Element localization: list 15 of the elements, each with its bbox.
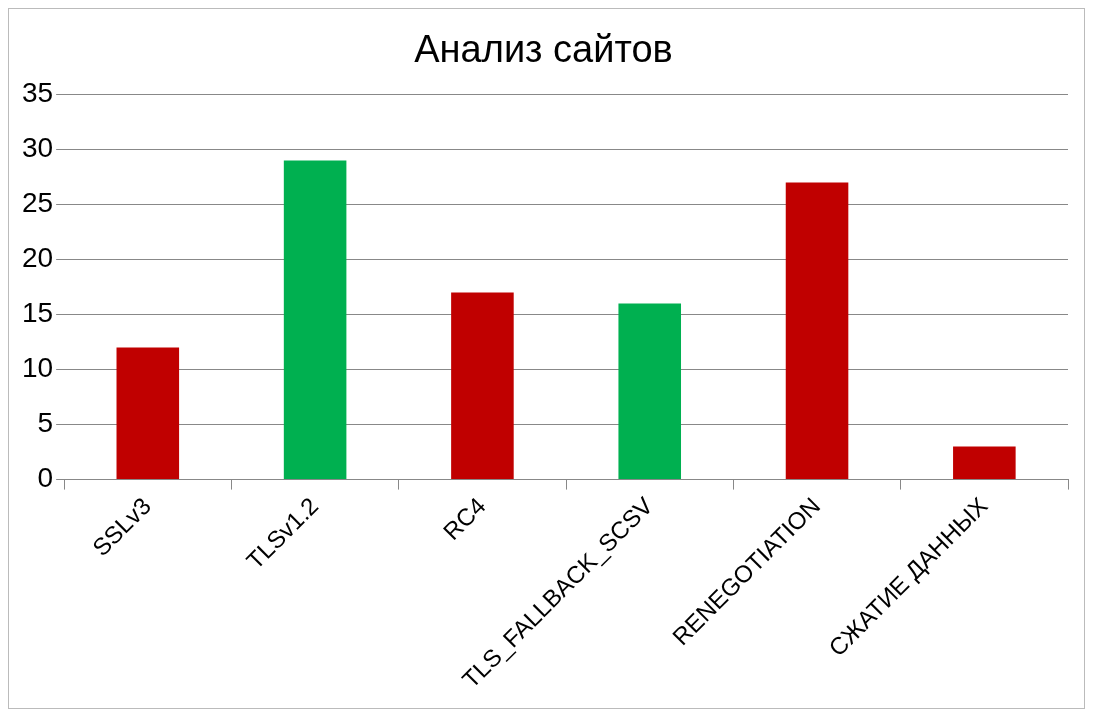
y-tick-label: 20	[21, 242, 54, 274]
y-tick-label: 35	[21, 77, 54, 109]
chart-title: Анализ сайтов	[414, 28, 673, 71]
y-tick-label: 5	[37, 407, 54, 439]
bar	[785, 182, 849, 480]
bar	[283, 160, 347, 480]
y-tick-label: 25	[21, 187, 54, 219]
bar	[618, 303, 682, 480]
bar	[451, 292, 514, 480]
y-tick-label: 0	[37, 462, 54, 494]
y-tick-label: 10	[21, 352, 54, 384]
y-tick-label: 15	[21, 297, 54, 329]
bar	[116, 347, 180, 480]
y-tick-label: 30	[21, 132, 54, 164]
bar	[953, 446, 1016, 480]
